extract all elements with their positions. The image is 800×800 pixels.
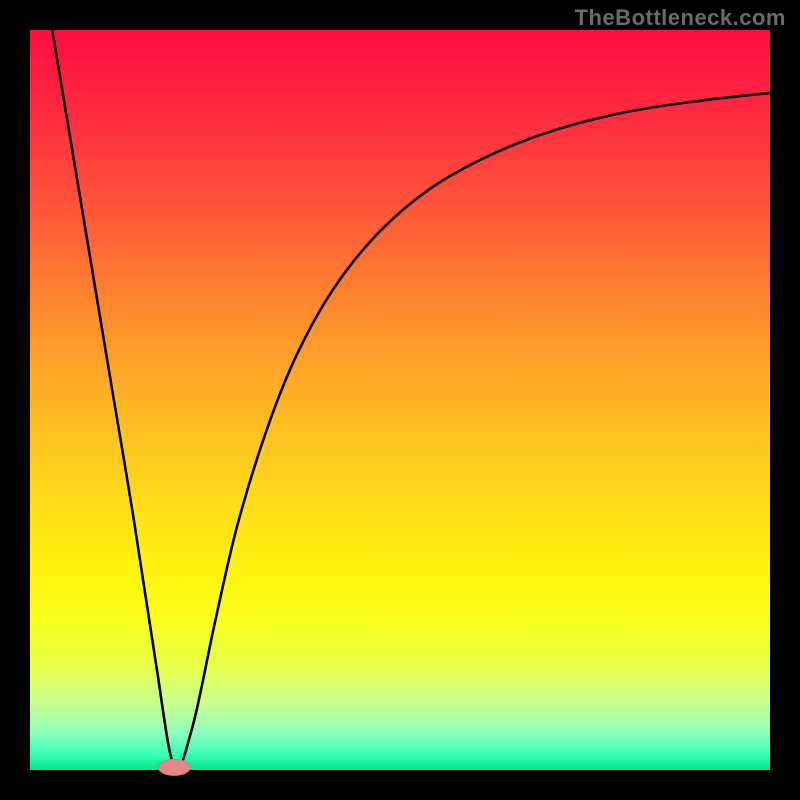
watermark-text: TheBottleneck.com xyxy=(575,5,786,31)
chart-wrapper: TheBottleneck.com xyxy=(0,0,800,800)
chart-canvas xyxy=(0,0,800,800)
plot-background xyxy=(30,30,770,770)
optimal-point-marker xyxy=(158,759,190,775)
